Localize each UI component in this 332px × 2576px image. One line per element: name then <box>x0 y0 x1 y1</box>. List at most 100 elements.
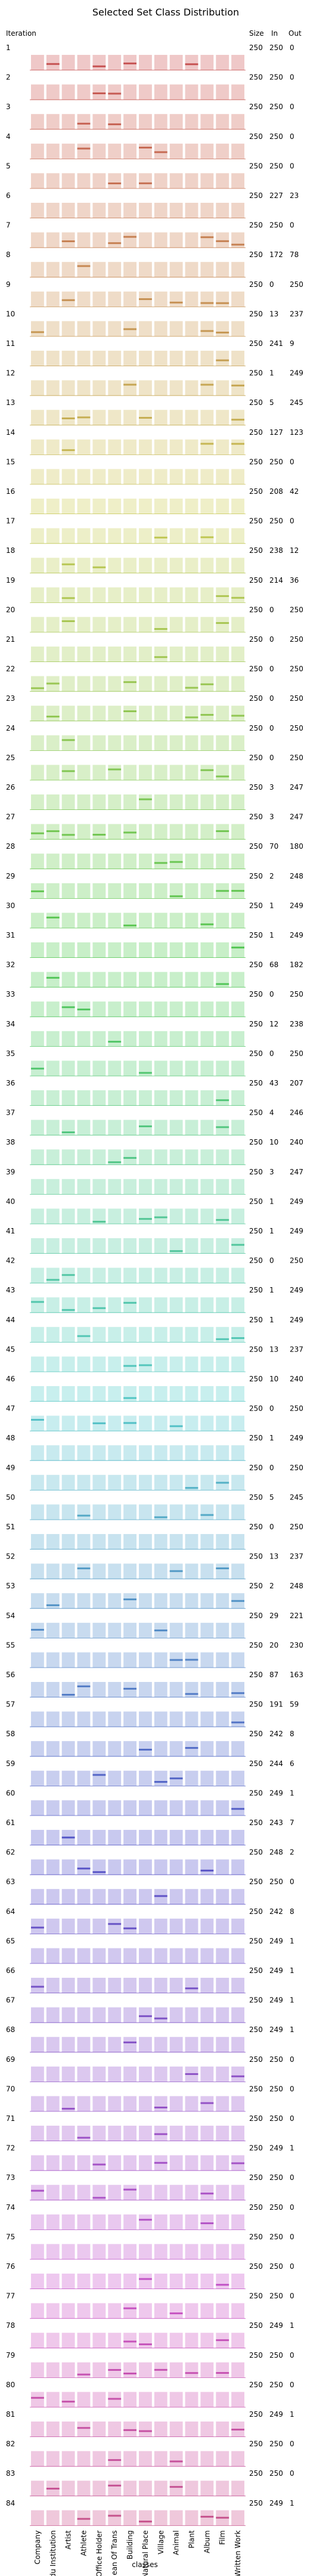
selected-bar <box>216 1099 229 1102</box>
class-bar <box>46 1415 60 1431</box>
class-bar <box>31 1859 44 1875</box>
class-bar <box>108 2037 122 2052</box>
class-bar <box>200 1001 214 1017</box>
x-tick-label: Mean Of Trans <box>110 2530 119 2576</box>
out-value: 182 <box>290 961 303 969</box>
class-bar <box>46 291 60 307</box>
selected-bar <box>139 298 152 301</box>
class-bar <box>154 380 167 396</box>
in-value: 87 <box>269 1671 278 1679</box>
class-bar <box>231 2066 244 2082</box>
selected-bar <box>216 2516 229 2519</box>
class-bar <box>216 291 229 307</box>
class-bar <box>108 1031 122 1047</box>
class-bar <box>77 1682 91 1697</box>
class-bar <box>31 647 44 662</box>
class-bar <box>77 1830 91 1845</box>
selected-bar <box>154 1895 167 1897</box>
class-bar <box>231 1711 244 1727</box>
size-value: 250 <box>249 1345 263 1353</box>
class-bar <box>139 1415 152 1431</box>
class-bar <box>231 2481 244 2496</box>
class-bar <box>108 1830 122 1845</box>
class-bar <box>61 1741 75 1756</box>
class-bar <box>169 558 183 573</box>
class-bar <box>216 1534 229 1550</box>
in-value: 0 <box>269 665 274 673</box>
class-bar <box>61 1918 75 1934</box>
class-bar <box>31 2422 44 2437</box>
selected-bar <box>108 1923 122 1925</box>
size-value: 250 <box>249 961 263 969</box>
iteration-label: 56 <box>6 1671 15 1679</box>
class-bar <box>92 972 106 988</box>
in-value: 13 <box>269 310 278 318</box>
class-bar <box>46 499 60 514</box>
class-bar <box>169 2274 183 2289</box>
class-bar <box>169 351 183 366</box>
size-value: 250 <box>249 2440 263 2448</box>
class-bar <box>61 587 75 603</box>
class-bar <box>200 1918 214 1934</box>
selected-bar <box>108 2515 122 2517</box>
in-value: 250 <box>269 73 283 82</box>
class-bar <box>108 380 122 396</box>
iteration-label: 1 <box>6 44 11 52</box>
iteration-label: 70 <box>6 2085 15 2093</box>
selected-bar <box>61 299 75 301</box>
class-bar <box>216 2244 229 2259</box>
selected-bar <box>185 63 198 66</box>
in-value: 250 <box>269 2114 283 2123</box>
class-bar <box>139 1948 152 1963</box>
iteration-label: 77 <box>6 2292 15 2300</box>
class-bar <box>169 291 183 307</box>
class-bar <box>216 1445 229 1461</box>
class-bar <box>139 351 152 366</box>
class-bar <box>77 321 91 336</box>
iteration-row: 3 250 250 0 <box>6 103 294 130</box>
class-bar <box>77 2392 91 2407</box>
class-bar <box>169 2155 183 2171</box>
class-bar <box>200 2303 214 2319</box>
class-bar <box>31 1948 44 1963</box>
iteration-row: 13 250 5 245 <box>6 398 303 426</box>
out-value: 7 <box>290 1819 294 1827</box>
iteration-row: 82 250 250 0 <box>6 2440 294 2467</box>
class-bar <box>92 114 106 129</box>
class-bar <box>231 2274 244 2289</box>
class-bar <box>92 1208 106 1224</box>
size-value: 250 <box>249 753 263 762</box>
class-bar <box>154 1090 167 1106</box>
class-bar <box>169 617 183 632</box>
class-bar <box>108 647 122 662</box>
class-bar <box>231 469 244 484</box>
class-bar <box>108 1859 122 1875</box>
class-bar <box>139 1001 152 1017</box>
iteration-label: 32 <box>6 961 15 969</box>
selected-bar <box>231 1692 244 1694</box>
class-bar <box>169 55 183 70</box>
selected-bar <box>139 1749 152 1751</box>
class-bar <box>185 794 198 810</box>
class-bar <box>123 2481 136 2496</box>
class-bar <box>77 1800 91 1816</box>
class-bar <box>61 1889 75 1904</box>
in-value: 0 <box>269 1523 274 1531</box>
class-bar <box>216 1711 229 1727</box>
iteration-label: 58 <box>6 1730 15 1738</box>
in-value: 4 <box>269 1109 274 1117</box>
out-value: 247 <box>290 813 303 821</box>
class-bar <box>123 1563 136 1579</box>
class-bar <box>77 84 91 100</box>
class-bar <box>200 2274 214 2289</box>
selected-bar <box>216 830 229 833</box>
selected-bar <box>185 1693 198 1695</box>
selected-bar <box>216 240 229 242</box>
selected-bar <box>216 2284 229 2286</box>
class-bar <box>216 2303 229 2319</box>
in-value: 1 <box>269 1316 274 1324</box>
size-value: 250 <box>249 1553 263 1561</box>
class-bar <box>231 765 244 780</box>
in-value: 250 <box>269 457 283 466</box>
class-bar <box>77 2274 91 2289</box>
